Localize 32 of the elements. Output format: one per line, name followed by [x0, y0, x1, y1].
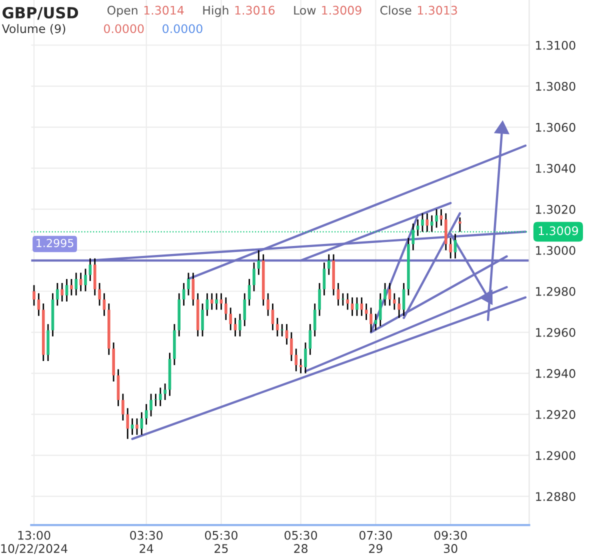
x-tick-label: 13:00 10/22/2024: [1, 530, 68, 554]
y-tick-label: 1.2920: [536, 410, 576, 419]
annotation: 1.3014: [144, 6, 184, 15]
y-tick-label: 1.3080: [536, 82, 576, 91]
ref-line-label: 1.2995: [36, 238, 74, 248]
annotation: 0.0000: [104, 24, 144, 34]
y-tick-label: 1.2900: [536, 451, 576, 460]
annotation: 1.3016: [235, 6, 275, 15]
x-tick-label: 05:30 28: [284, 530, 318, 553]
annotation: Low: [294, 6, 316, 15]
annotation: Open: [107, 6, 138, 18]
annotation: 1.3013: [418, 6, 457, 15]
x-tick-label: 03:30 24: [130, 530, 163, 553]
annotation: Volume (9): [2, 24, 66, 35]
x-tick-label: 05:30 25: [204, 530, 238, 553]
y-tick-label: 1.3000: [536, 246, 576, 255]
y-tick-label: 1.3040: [536, 164, 576, 173]
y-tick-label: 1.3060: [536, 122, 576, 132]
y-tick-label: 1.2960: [536, 328, 576, 337]
annotation: 1.3009: [322, 6, 362, 15]
x-tick-label: 09:30 30: [434, 530, 467, 553]
ref-line-label: 1.3009: [538, 226, 578, 236]
annotation: Close: [380, 6, 412, 15]
annotation: 0.0000: [162, 24, 202, 34]
y-tick-label: 1.3020: [536, 204, 576, 214]
y-tick-label: 1.2940: [536, 369, 576, 378]
y-tick-label: 1.2980: [536, 286, 576, 296]
y-tick-label: 1.3100: [536, 40, 576, 50]
annotation: High: [203, 6, 228, 18]
chart-title: GBP/USD: [2, 6, 78, 20]
y-tick-label: 1.2880: [536, 492, 576, 502]
x-tick-label: 07:30 29: [359, 530, 392, 553]
